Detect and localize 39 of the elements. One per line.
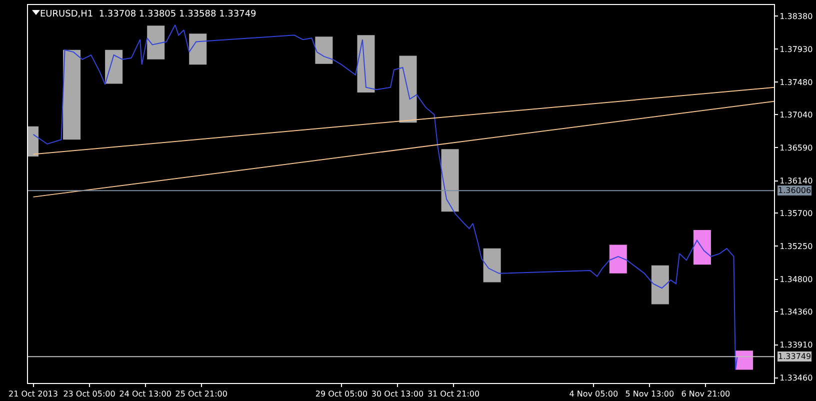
y-tick-label: 1.36590 xyxy=(780,143,813,152)
x-tick-label: 30 Oct 13:00 xyxy=(371,390,424,399)
bar xyxy=(651,265,669,304)
y-tick-label: 1.35700 xyxy=(780,208,813,218)
x-tick-label: 5 Nov 13:00 xyxy=(625,390,674,399)
y-tick-label: 1.34360 xyxy=(780,307,813,316)
ref-line-label: 1.36006 xyxy=(778,186,812,195)
y-tick-label: 1.33910 xyxy=(780,340,813,350)
x-tick-label: 25 Oct 21:00 xyxy=(175,390,228,399)
x-tick-label: 29 Oct 05:00 xyxy=(315,390,368,399)
y-tick-label: 1.36140 xyxy=(780,176,813,186)
line-series xyxy=(32,24,738,370)
ref-line-label: 1.33749 xyxy=(778,352,812,361)
bar xyxy=(483,248,501,282)
x-tick-label: 24 Oct 13:00 xyxy=(119,390,172,399)
x-tick-label: 31 Oct 21:00 xyxy=(427,390,480,399)
y-tick-label: 1.34800 xyxy=(780,275,813,284)
x-tick-label: 21 Oct 2013 xyxy=(8,390,58,399)
bar xyxy=(315,36,333,64)
bar xyxy=(147,26,165,60)
bar xyxy=(735,350,753,370)
y-tick-label: 1.38380 xyxy=(780,12,813,21)
x-tick-label: 4 Nov 05:00 xyxy=(569,390,618,399)
bar xyxy=(63,50,81,140)
x-tick-label: 6 Nov 21:00 xyxy=(681,390,730,399)
y-tick-label: 1.37930 xyxy=(780,44,813,54)
y-tick-label: 1.37040 xyxy=(780,110,813,120)
text: EURUSD,H1 1.33708 1.33805 1.33588 1.33749 xyxy=(40,9,257,20)
x-tick-label: 23 Oct 05:00 xyxy=(63,390,116,399)
y-tick-label: 1.33460 xyxy=(780,374,813,383)
y-tick-label: 1.35250 xyxy=(780,242,813,252)
bar xyxy=(441,149,459,212)
y-tick-label: 1.37480 xyxy=(780,78,813,88)
bar xyxy=(189,34,207,65)
bar xyxy=(609,244,627,274)
bar xyxy=(357,35,375,93)
bar xyxy=(693,230,711,265)
bar xyxy=(399,56,417,123)
bar xyxy=(105,50,123,84)
